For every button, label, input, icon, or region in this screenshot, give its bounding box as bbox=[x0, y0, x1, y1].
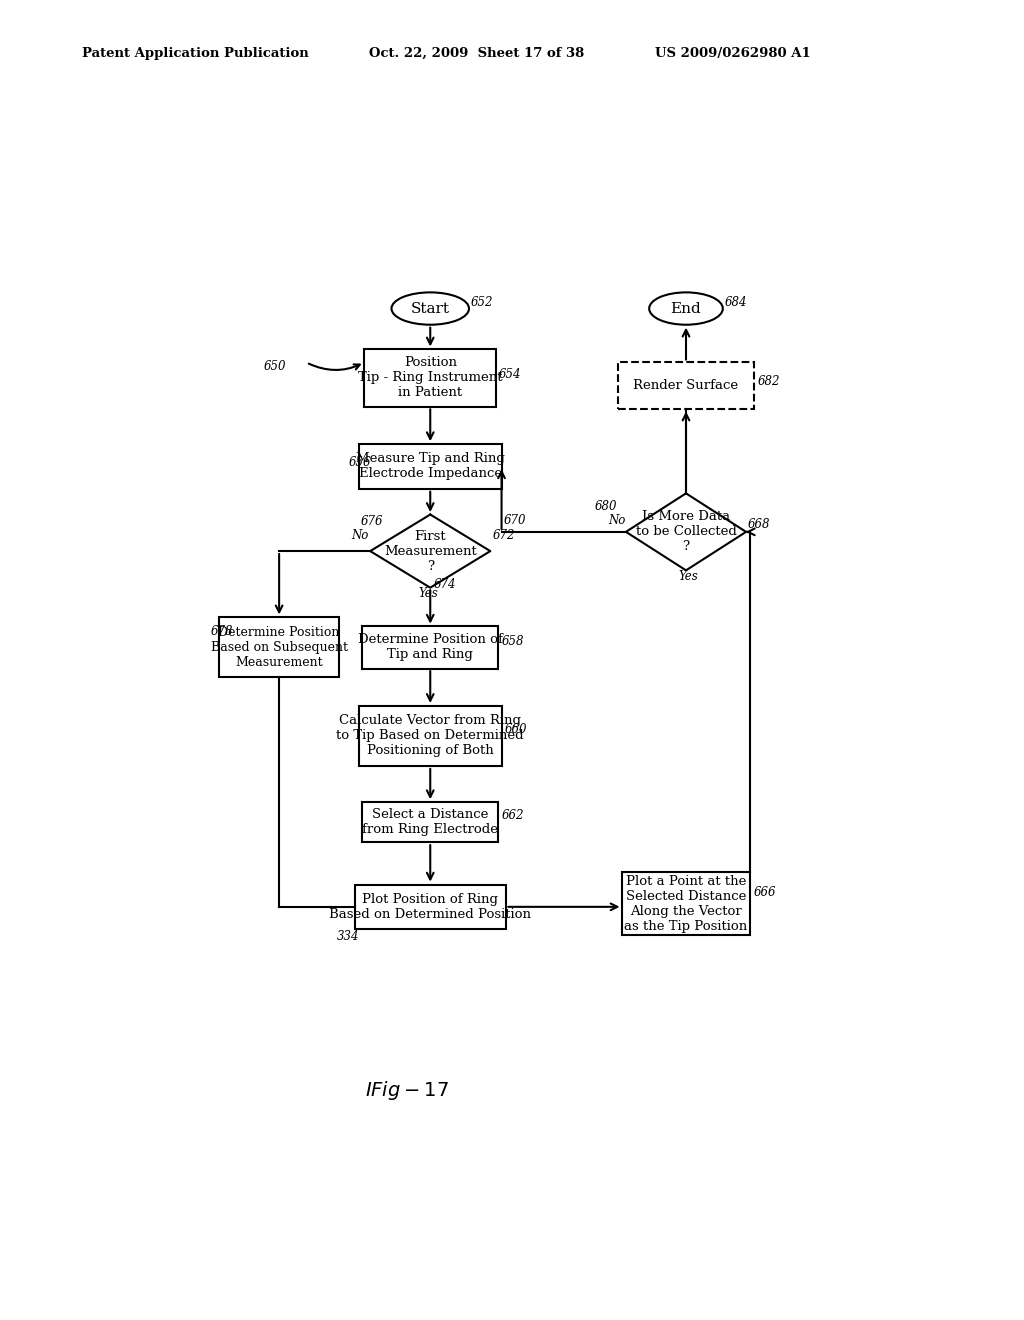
Text: Determine Position
Based on Subsequent
Measurement: Determine Position Based on Subsequent M… bbox=[211, 626, 347, 669]
Text: 682: 682 bbox=[758, 375, 780, 388]
Text: Start: Start bbox=[411, 301, 450, 315]
Text: 654: 654 bbox=[499, 367, 521, 380]
Text: 662: 662 bbox=[502, 809, 524, 822]
Text: Render Surface: Render Surface bbox=[634, 379, 738, 392]
Text: 684: 684 bbox=[725, 296, 748, 309]
Text: First
Measurement
?: First Measurement ? bbox=[384, 529, 476, 573]
Text: 650: 650 bbox=[263, 360, 286, 372]
FancyBboxPatch shape bbox=[362, 626, 498, 668]
Text: No: No bbox=[608, 513, 626, 527]
Text: 680: 680 bbox=[595, 500, 617, 513]
Text: 652: 652 bbox=[471, 296, 493, 309]
Text: Calculate Vector from Ring
to Tip Based on Determined
Positioning of Both: Calculate Vector from Ring to Tip Based … bbox=[337, 714, 524, 758]
Text: Patent Application Publication: Patent Application Publication bbox=[82, 46, 308, 59]
Text: 676: 676 bbox=[360, 515, 383, 528]
FancyBboxPatch shape bbox=[618, 363, 754, 409]
Text: 674: 674 bbox=[434, 578, 457, 591]
Text: 678: 678 bbox=[211, 626, 233, 639]
FancyBboxPatch shape bbox=[362, 803, 498, 842]
Text: 666: 666 bbox=[754, 886, 776, 899]
Text: 660: 660 bbox=[505, 723, 527, 737]
Text: $\mathit{IFig}-\mathit{17}$: $\mathit{IFig}-\mathit{17}$ bbox=[366, 1078, 449, 1102]
Text: End: End bbox=[671, 301, 701, 315]
Text: Oct. 22, 2009  Sheet 17 of 38: Oct. 22, 2009 Sheet 17 of 38 bbox=[369, 46, 584, 59]
Text: Select a Distance
from Ring Electrode: Select a Distance from Ring Electrode bbox=[362, 808, 499, 836]
Text: Plot Position of Ring
Based on Determined Position: Plot Position of Ring Based on Determine… bbox=[330, 892, 531, 921]
FancyBboxPatch shape bbox=[219, 618, 339, 677]
Text: Determine Position of
Tip and Ring: Determine Position of Tip and Ring bbox=[357, 634, 503, 661]
FancyBboxPatch shape bbox=[358, 706, 502, 766]
FancyBboxPatch shape bbox=[358, 444, 502, 488]
FancyBboxPatch shape bbox=[354, 884, 506, 929]
FancyBboxPatch shape bbox=[622, 873, 750, 936]
Text: Is More Data
to be Collected
?: Is More Data to be Collected ? bbox=[636, 511, 736, 553]
Text: 658: 658 bbox=[502, 635, 524, 648]
FancyBboxPatch shape bbox=[365, 348, 496, 407]
Text: 670: 670 bbox=[504, 513, 526, 527]
Text: 656: 656 bbox=[349, 455, 372, 469]
Text: 668: 668 bbox=[748, 517, 770, 531]
Text: 334: 334 bbox=[337, 929, 359, 942]
Text: US 2009/0262980 A1: US 2009/0262980 A1 bbox=[655, 46, 811, 59]
Ellipse shape bbox=[391, 293, 469, 325]
Text: No: No bbox=[351, 529, 369, 543]
Text: Position
Tip - Ring Instrument
in Patient: Position Tip - Ring Instrument in Patien… bbox=[358, 356, 503, 400]
Ellipse shape bbox=[649, 293, 723, 325]
Text: 672: 672 bbox=[493, 529, 515, 543]
Text: Yes: Yes bbox=[419, 587, 438, 601]
Text: Yes: Yes bbox=[678, 570, 698, 583]
Text: Plot a Point at the
Selected Distance
Along the Vector
as the Tip Position: Plot a Point at the Selected Distance Al… bbox=[625, 875, 748, 933]
Text: Measure Tip and Ring
Electrode Impedance: Measure Tip and Ring Electrode Impedance bbox=[355, 453, 505, 480]
